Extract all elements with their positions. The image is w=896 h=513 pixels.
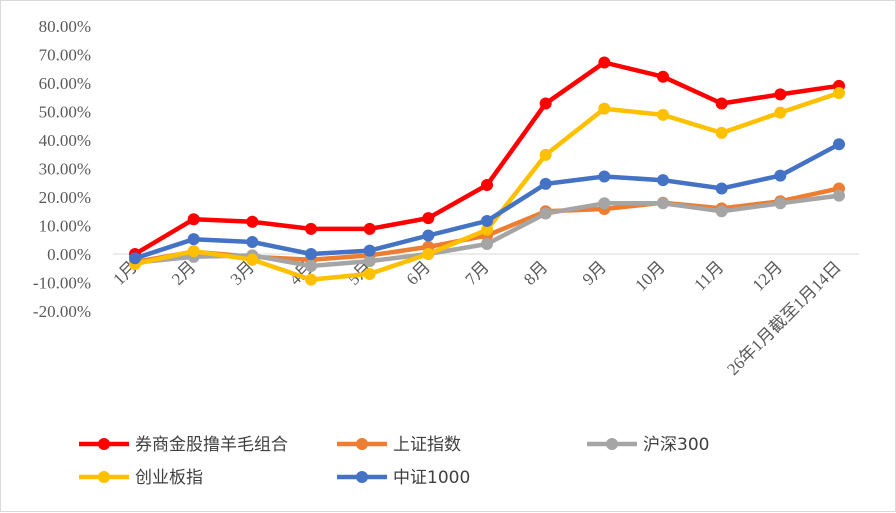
data-point [657,108,669,121]
legend-swatch-marker [98,471,110,483]
data-point [539,148,552,161]
y-tick-label: 20.00% [39,188,91,207]
x-tick-label: 10月 [631,257,668,294]
legend: 券商金股撸羊毛组合 上证指数 沪深300 创业板指 中证1000 [79,435,709,488]
data-point [598,197,611,210]
data-point [129,252,141,265]
data-point [539,177,552,190]
y-tick-label: 30.00% [39,160,91,179]
legend-swatch-marker [606,438,618,450]
data-point [481,214,493,227]
data-point [422,248,435,260]
data-point [481,223,493,236]
data-point [657,174,669,187]
data-point [246,236,259,249]
legend-label: 沪深300 [643,435,709,455]
series-4 [129,138,845,265]
data-point [363,267,376,280]
data-point [774,106,787,119]
data-point [774,169,787,182]
data-point [363,255,376,268]
y-tick-label: 60.00% [39,74,91,93]
data-point [774,197,787,210]
data-point [246,253,259,266]
data-point [833,189,845,202]
data-point [774,88,787,101]
x-tick-label: 26年1月截至1月14日 [723,257,845,379]
legend-item: 沪深300 [587,435,709,455]
data-point [715,205,728,218]
data-point [598,56,611,69]
data-point [598,170,611,183]
data-point [481,179,493,192]
legend-label: 券商金股撸羊毛组合 [135,435,288,455]
y-tick-label: 50.00% [39,103,91,122]
legend-swatch-marker [356,438,368,450]
legend-item: 中证1000 [337,468,470,488]
legend-label: 中证1000 [393,468,470,488]
legend-item: 上证指数 [337,435,461,455]
data-point [187,245,200,258]
data-point [363,244,376,257]
legend-item: 券商金股撸羊毛组合 [79,435,288,455]
x-tick-label: 12月 [749,257,786,294]
y-tick-label: 0.00% [47,245,91,264]
data-point [305,273,317,286]
data-point [305,259,317,272]
data-point [598,102,611,115]
legend-label: 上证指数 [393,435,461,455]
y-tick-label: 40.00% [39,131,91,150]
data-point [422,229,435,242]
data-point [481,238,493,251]
y-tick-label: -20.00% [33,302,91,321]
data-point [715,182,728,195]
x-tick-label: 7月 [461,257,492,288]
y-tick-label: 70.00% [39,46,91,65]
data-point [305,248,317,260]
data-point [246,215,259,228]
data-point [539,97,552,110]
y-tick-label: 10.00% [39,217,91,236]
x-tick-label: 11月 [690,257,727,294]
legend-swatch-marker [98,438,110,450]
data-point [539,207,552,220]
data-point [305,222,317,235]
data-point [187,233,200,246]
series-0 [129,56,845,260]
data-point [422,212,435,225]
legend-item: 创业板指 [79,468,203,488]
y-tick-label: 80.00% [39,17,91,36]
y-tick-label: -10.00% [33,274,91,293]
data-point [187,213,200,226]
series-3 [129,86,845,286]
data-point [657,70,669,83]
data-point [833,86,845,99]
legend-label: 创业板指 [135,468,203,488]
legend-swatch-marker [356,471,368,483]
series-layer [129,56,845,286]
x-tick-label: 8月 [520,257,551,288]
data-point [833,138,845,151]
data-point [657,197,669,210]
x-tick-label: 9月 [579,257,610,288]
data-point [715,126,728,139]
data-point [715,97,728,110]
data-point [363,222,376,235]
y-tick-labels: -20.00% -10.00% 0.00% 10.00% 20.00% 30.00% 40.… [33,17,91,321]
